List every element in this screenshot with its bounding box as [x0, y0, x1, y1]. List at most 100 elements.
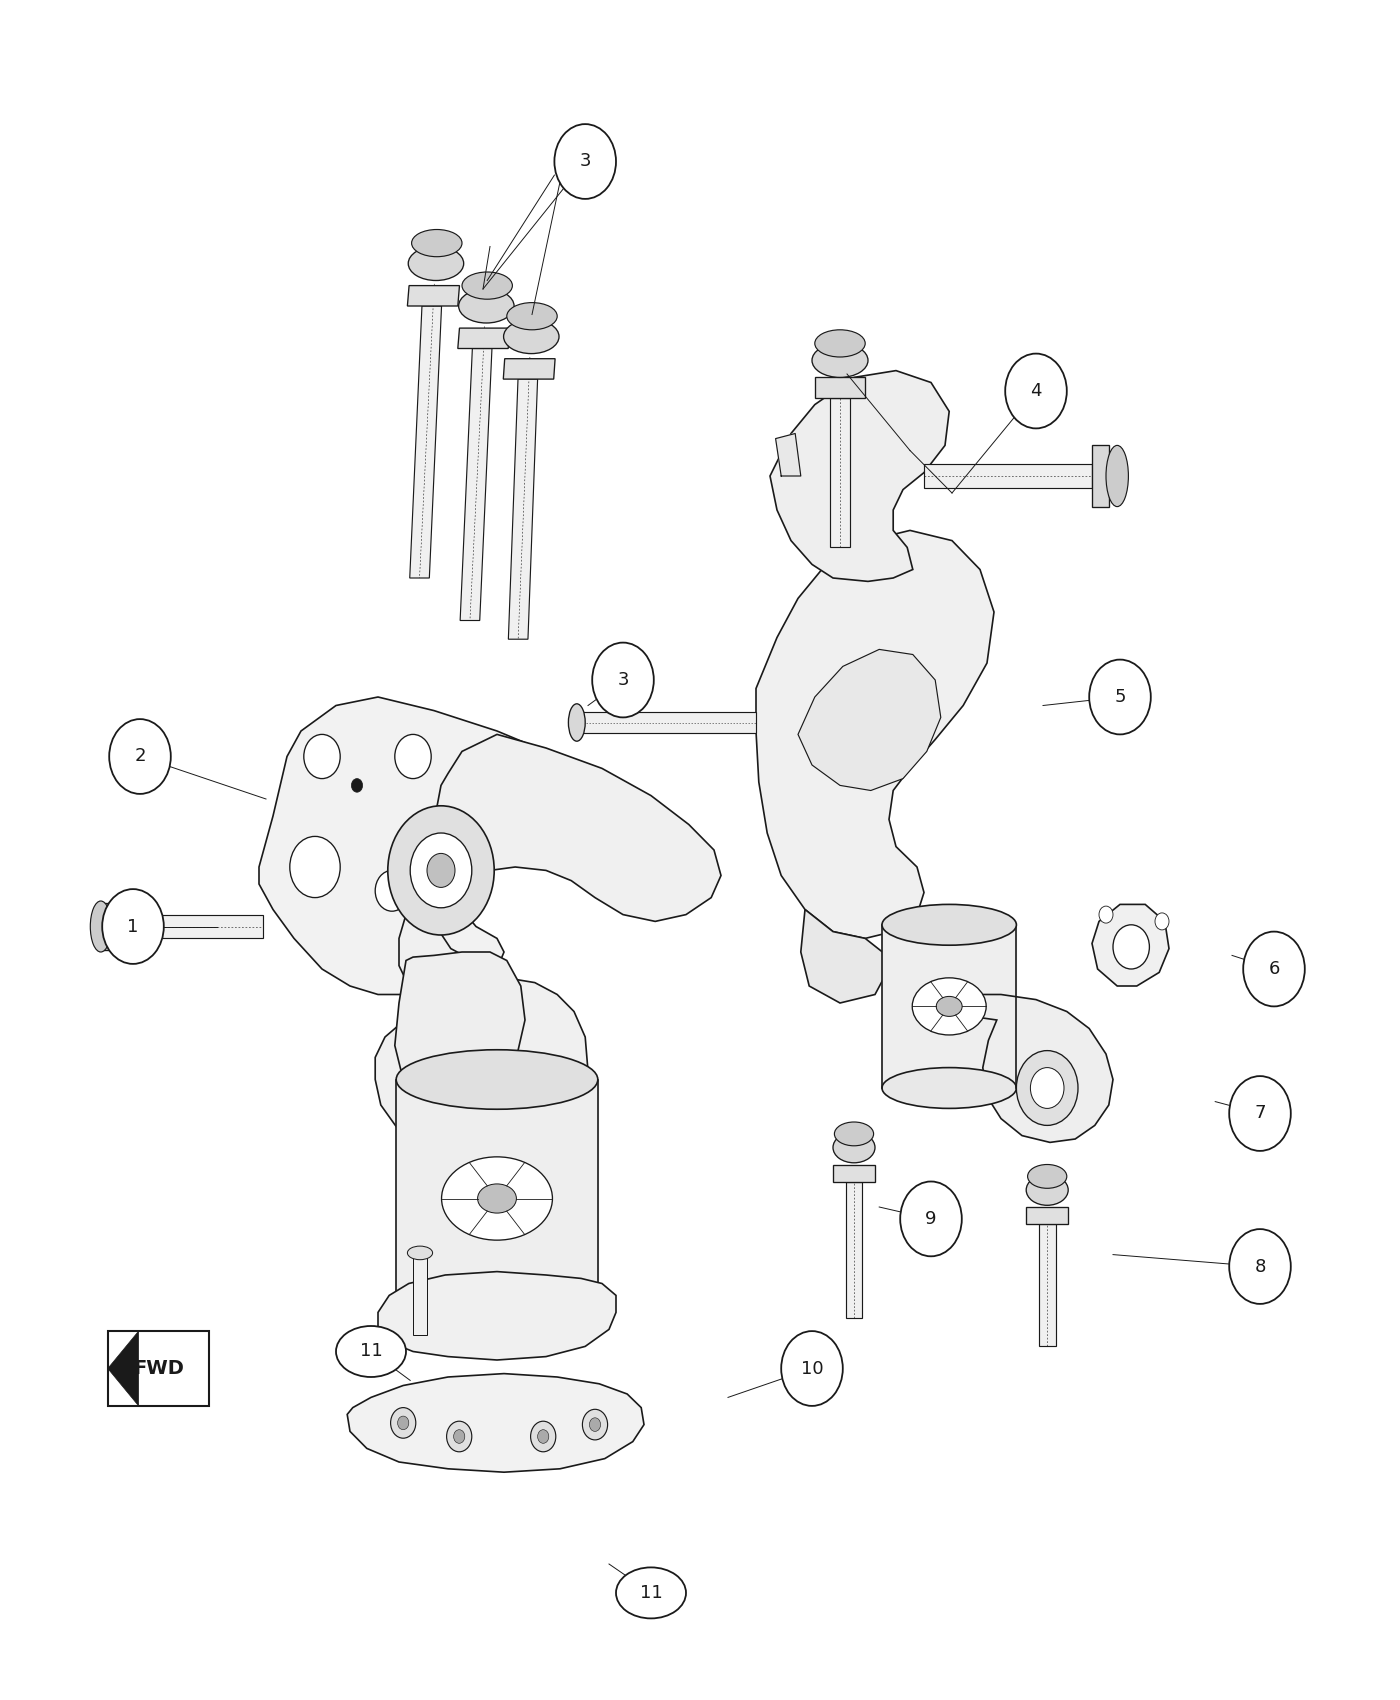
Polygon shape — [798, 649, 941, 790]
Polygon shape — [508, 379, 538, 639]
Circle shape — [395, 734, 431, 779]
Circle shape — [1229, 1229, 1291, 1304]
Ellipse shape — [1028, 1164, 1067, 1188]
Circle shape — [554, 124, 616, 199]
Polygon shape — [830, 398, 850, 547]
Ellipse shape — [477, 1183, 517, 1214]
Polygon shape — [126, 915, 263, 938]
Circle shape — [454, 1430, 465, 1443]
Polygon shape — [108, 1331, 139, 1406]
Polygon shape — [395, 952, 525, 1108]
Polygon shape — [458, 328, 510, 348]
Polygon shape — [776, 434, 801, 476]
Ellipse shape — [833, 1132, 875, 1163]
Circle shape — [1243, 932, 1305, 1006]
Polygon shape — [375, 977, 588, 1164]
Circle shape — [1099, 906, 1113, 923]
Ellipse shape — [396, 1289, 598, 1346]
Ellipse shape — [507, 303, 557, 330]
Circle shape — [391, 1408, 416, 1438]
Circle shape — [1113, 925, 1149, 969]
Polygon shape — [347, 1374, 644, 1472]
Ellipse shape — [1106, 445, 1128, 507]
Ellipse shape — [882, 1068, 1016, 1108]
Circle shape — [1089, 660, 1151, 734]
Text: 5: 5 — [1114, 688, 1126, 705]
Polygon shape — [410, 306, 441, 578]
Circle shape — [102, 889, 164, 964]
Polygon shape — [1039, 1224, 1056, 1346]
Circle shape — [1016, 1051, 1078, 1125]
Circle shape — [375, 870, 409, 911]
Polygon shape — [756, 530, 994, 938]
Text: 10: 10 — [801, 1360, 823, 1377]
Ellipse shape — [1026, 1175, 1068, 1205]
Ellipse shape — [834, 1122, 874, 1146]
Circle shape — [351, 779, 363, 792]
Text: FWD: FWD — [133, 1358, 183, 1379]
Circle shape — [451, 891, 473, 918]
Ellipse shape — [409, 246, 463, 280]
Ellipse shape — [616, 1567, 686, 1618]
Polygon shape — [399, 734, 721, 994]
Circle shape — [109, 719, 171, 794]
Ellipse shape — [396, 1051, 598, 1110]
Polygon shape — [1092, 445, 1109, 507]
Ellipse shape — [568, 704, 585, 741]
Polygon shape — [973, 994, 1113, 1142]
Text: 6: 6 — [1268, 960, 1280, 977]
Polygon shape — [101, 903, 126, 950]
Ellipse shape — [462, 272, 512, 299]
Text: 4: 4 — [1030, 382, 1042, 399]
Polygon shape — [407, 286, 459, 306]
Circle shape — [410, 833, 472, 908]
Circle shape — [589, 1418, 601, 1431]
Text: 8: 8 — [1254, 1258, 1266, 1275]
Circle shape — [427, 853, 455, 887]
Text: 3: 3 — [580, 153, 591, 170]
Ellipse shape — [815, 330, 865, 357]
Circle shape — [1229, 1076, 1291, 1151]
FancyBboxPatch shape — [108, 1331, 209, 1406]
Circle shape — [538, 1430, 549, 1443]
Text: 7: 7 — [1254, 1105, 1266, 1122]
Ellipse shape — [336, 1326, 406, 1377]
Circle shape — [531, 1421, 556, 1452]
Ellipse shape — [459, 289, 514, 323]
Ellipse shape — [504, 320, 559, 354]
Circle shape — [304, 734, 340, 779]
Circle shape — [582, 1409, 608, 1440]
Polygon shape — [504, 359, 554, 379]
Polygon shape — [461, 348, 491, 620]
Polygon shape — [801, 910, 893, 1003]
Polygon shape — [833, 1164, 875, 1181]
Polygon shape — [259, 697, 581, 994]
Ellipse shape — [90, 901, 112, 952]
Text: 3: 3 — [617, 672, 629, 688]
Circle shape — [1155, 913, 1169, 930]
Circle shape — [1005, 354, 1067, 428]
Polygon shape — [846, 1182, 862, 1318]
Text: 1: 1 — [127, 918, 139, 935]
Circle shape — [900, 1182, 962, 1256]
Polygon shape — [815, 377, 865, 398]
Text: 9: 9 — [925, 1210, 937, 1227]
Polygon shape — [378, 1272, 616, 1360]
Polygon shape — [577, 712, 756, 733]
Ellipse shape — [812, 343, 868, 377]
Polygon shape — [1092, 904, 1169, 986]
Ellipse shape — [882, 904, 1016, 945]
Circle shape — [1030, 1068, 1064, 1108]
Text: 11: 11 — [640, 1584, 662, 1601]
Polygon shape — [770, 371, 949, 581]
Polygon shape — [924, 464, 1092, 488]
Ellipse shape — [407, 1246, 433, 1260]
Text: 2: 2 — [134, 748, 146, 765]
Circle shape — [290, 836, 340, 898]
Ellipse shape — [441, 1158, 553, 1241]
Ellipse shape — [937, 996, 962, 1017]
Text: 11: 11 — [360, 1343, 382, 1360]
Circle shape — [388, 806, 494, 935]
Circle shape — [592, 643, 654, 717]
Circle shape — [447, 1421, 472, 1452]
